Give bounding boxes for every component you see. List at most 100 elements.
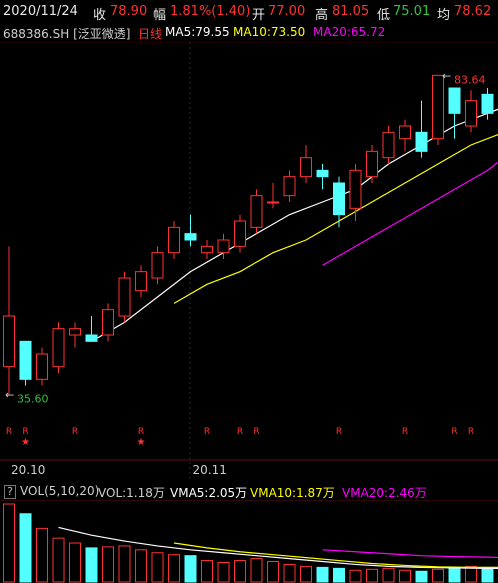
candle-down[interactable] [415,131,428,152]
volume-bar[interactable] [184,555,197,583]
volume-bar[interactable] [168,554,180,583]
ma10-line [173,133,498,304]
candle-up[interactable] [267,201,279,204]
candle-down[interactable] [448,87,461,114]
volume-bar[interactable] [250,558,263,583]
candle-up[interactable] [102,309,114,336]
candle-down[interactable] [481,93,494,114]
high-label: 高 [315,8,329,23]
candle-down[interactable] [19,340,32,380]
ma20-line [322,161,498,266]
moving-average-lines [91,108,498,342]
vol-indicator[interactable]: VOL(5,10,20) [20,484,100,498]
r-marker: R [336,427,342,437]
volume-bar[interactable] [3,503,15,583]
vol-value: VOL:1.18万 [98,486,165,500]
volume-bar[interactable] [300,565,312,583]
volume-chart[interactable] [0,500,498,583]
volume-legend: ? VOL(5,10,20) VOL:1.18万 VMA5:2.05万 VMA1… [0,481,498,501]
candle-up[interactable] [135,271,147,292]
star-marker: ★ [21,437,30,448]
candle-up[interactable] [399,125,411,140]
open-label: 开 [252,8,266,23]
candle-up[interactable] [217,239,230,254]
candle-up[interactable] [69,328,81,336]
candle-up[interactable] [382,131,395,159]
high-value: 81.05 [332,4,370,19]
low-arrow: ← [5,389,14,402]
candle-down[interactable] [316,169,329,178]
candle-up[interactable] [432,74,444,140]
volume-bar[interactable] [267,561,279,583]
candle-up[interactable] [168,226,180,254]
volume-bar[interactable] [333,567,345,583]
avg-value: 78.62 [454,4,492,19]
r-marker: R [237,427,243,437]
candle-up[interactable] [234,220,246,247]
volume-bar[interactable] [366,568,378,583]
candle-up[interactable] [300,157,312,178]
volume-bar[interactable] [151,552,164,583]
volume-bar[interactable] [399,569,411,583]
candles [3,74,494,395]
ma5-line [91,108,498,342]
symbol-label[interactable]: 688386.SH [泛亚微透] [3,27,131,41]
volume-bar[interactable] [135,549,147,583]
candle-up[interactable] [36,353,48,380]
volume-bar[interactable] [102,546,114,583]
x-axis-labels: 20.10 20.11 [11,463,227,477]
r-marker: R [72,427,78,437]
candle-up[interactable] [283,176,296,197]
r-marker: R [402,427,408,437]
candle-up[interactable] [201,245,213,254]
volume-bar[interactable] [19,513,32,583]
avg-label: 均 [437,8,451,23]
candle-up[interactable] [465,100,477,127]
volume-bar[interactable] [465,565,477,583]
candle-up[interactable] [250,195,263,228]
candle-down[interactable] [184,233,197,241]
volume-bar[interactable] [118,545,131,583]
r-marker: R [22,427,28,437]
volume-bar[interactable] [201,560,213,583]
change-label: 幅 [153,8,167,23]
vma10-value: VMA10:1.87万 [250,486,335,500]
vma20-line [322,549,498,559]
volume-bar[interactable] [432,568,444,583]
volume-bar[interactable] [382,567,395,583]
r-marker: R [451,427,457,437]
volume-bar[interactable] [316,566,329,583]
vma5-line [58,526,498,569]
volume-bar[interactable] [415,570,428,583]
candle-up[interactable] [3,315,15,368]
volume-bar[interactable] [52,537,65,583]
r-marker: R [468,427,474,437]
volume-bars [3,503,494,583]
candle-up[interactable] [366,150,378,178]
candle-up[interactable] [118,277,131,317]
candle-up[interactable] [151,252,164,279]
volume-bar[interactable] [217,562,230,583]
low-annotation: 35.60 [17,393,49,406]
high-annotation: 83.64 [454,73,486,86]
candle-up[interactable] [52,328,65,368]
r-marker: R [138,427,144,437]
volume-bar[interactable] [448,566,461,583]
high-arrow: ← [442,69,451,82]
indicator-legend: 688386.SH [泛亚微透] 日线 MA5:79.55 MA10:73.50… [0,24,498,42]
volume-bar[interactable] [36,527,48,583]
volume-bar[interactable] [69,542,81,583]
volume-bar[interactable] [283,563,296,583]
candle-up[interactable] [349,169,362,209]
volume-bar[interactable] [349,569,362,583]
volume-bar[interactable] [481,566,494,583]
r-markers: R R R R R R R R R R R★ ★ [6,427,474,448]
price-chart[interactable]: R R R R R R R R R R R★ ★ 20.10 20.11 ← 83.64← 35.60 [0,42,498,480]
volume-bar[interactable] [85,547,98,583]
candle-down[interactable] [333,182,345,216]
help-button[interactable]: ? [4,485,16,499]
period-label[interactable]: 日线 [138,27,163,41]
x-tick-label: 20.11 [193,463,227,477]
volume-bar[interactable] [234,560,246,583]
candle-down[interactable] [85,334,98,342]
